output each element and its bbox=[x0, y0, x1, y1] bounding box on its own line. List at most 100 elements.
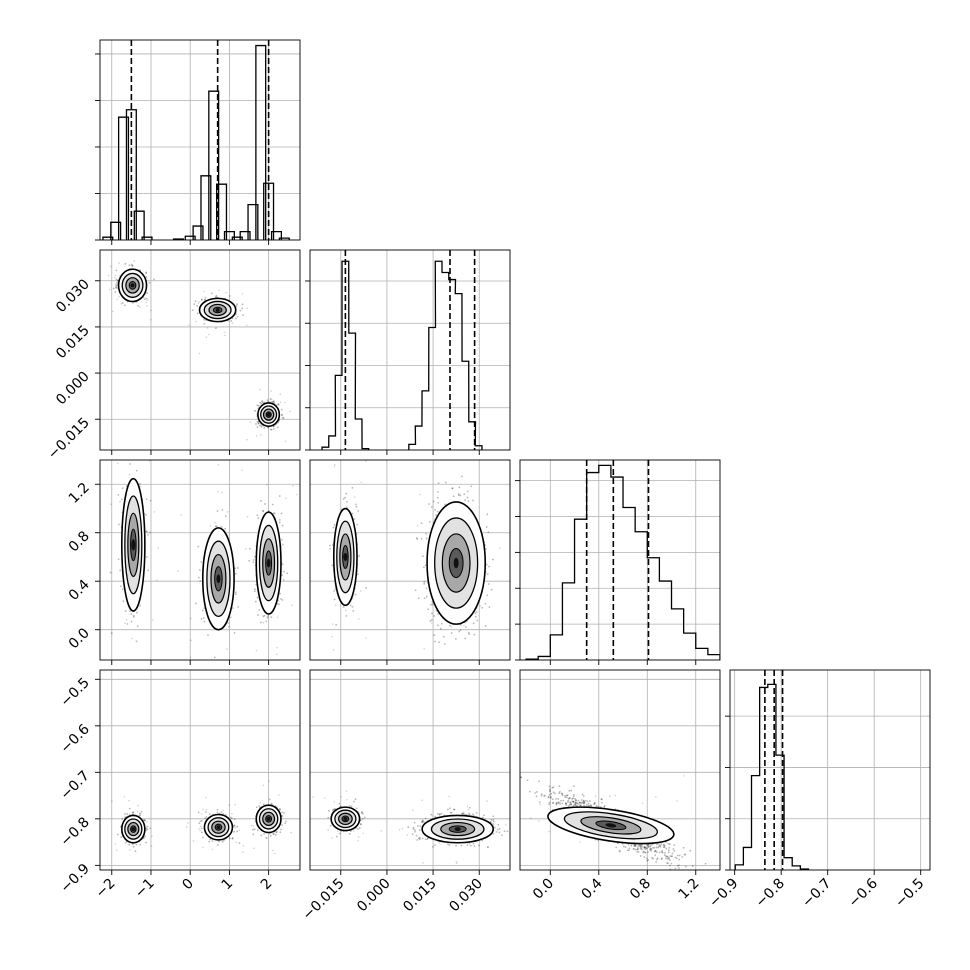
scatter-point bbox=[242, 314, 244, 316]
scatter-point bbox=[211, 840, 214, 843]
scatter-point bbox=[148, 281, 151, 284]
scatter-point bbox=[255, 649, 258, 652]
scatter-point bbox=[199, 569, 201, 571]
scatter-point bbox=[333, 465, 336, 468]
scatter-point bbox=[214, 525, 217, 528]
scatter-point bbox=[143, 819, 146, 821]
scatter-point bbox=[193, 303, 196, 306]
scatter-point bbox=[276, 426, 279, 429]
pair-panel-1-2 bbox=[310, 432, 510, 660]
scatter-point bbox=[464, 637, 467, 640]
scatter-point bbox=[200, 827, 203, 830]
scatter-point bbox=[353, 452, 355, 454]
scatter-point bbox=[487, 531, 490, 534]
scatter-point bbox=[203, 620, 206, 623]
scatter-point bbox=[488, 565, 490, 568]
scatter-point bbox=[236, 315, 239, 318]
scatter-point bbox=[423, 597, 426, 600]
scatter-point bbox=[252, 561, 255, 564]
scatter-point bbox=[131, 264, 134, 267]
scatter-point bbox=[485, 563, 488, 566]
pair-panel-0-2 bbox=[100, 439, 300, 660]
scatter-point bbox=[114, 843, 117, 845]
scatter-point bbox=[451, 487, 454, 490]
scatter-point bbox=[271, 503, 274, 506]
scatter-point bbox=[235, 317, 237, 320]
scatter-point bbox=[236, 303, 238, 306]
scatter-point bbox=[351, 512, 354, 515]
scatter-point bbox=[203, 322, 206, 325]
scatter-point bbox=[428, 520, 431, 523]
scatter-point bbox=[157, 547, 160, 549]
scatter-point bbox=[203, 299, 206, 301]
scatter-point bbox=[118, 262, 120, 264]
scatter-point bbox=[135, 640, 138, 643]
scatter-point bbox=[146, 299, 149, 301]
scatter-point bbox=[416, 538, 419, 540]
scatter-point bbox=[214, 295, 217, 298]
scatter-point bbox=[190, 617, 192, 620]
scatter-point bbox=[281, 538, 283, 541]
scatter-point bbox=[233, 824, 235, 827]
scatter-point bbox=[129, 463, 131, 465]
scatter-point bbox=[432, 500, 435, 503]
scatter-point bbox=[430, 506, 433, 508]
scatter-point bbox=[130, 263, 133, 266]
scatter-point bbox=[205, 808, 208, 811]
scatter-point bbox=[260, 424, 263, 426]
scatter-point bbox=[221, 491, 223, 494]
scatter-point bbox=[415, 537, 418, 539]
scatter-point bbox=[259, 401, 261, 404]
scatter-point bbox=[273, 512, 276, 515]
scatter-point bbox=[256, 421, 259, 423]
scatter-point bbox=[111, 800, 113, 802]
scatter-point bbox=[145, 556, 148, 558]
scatter-point bbox=[185, 826, 188, 828]
scatter-point bbox=[231, 837, 234, 840]
scatter-point bbox=[257, 404, 260, 407]
scatter-point bbox=[121, 588, 124, 591]
scatter-point bbox=[115, 283, 117, 286]
scatter-point bbox=[136, 439, 138, 441]
scatter-point bbox=[484, 544, 487, 546]
scatter-point bbox=[459, 494, 462, 497]
scatter-point bbox=[121, 487, 124, 489]
scatter-point bbox=[202, 836, 204, 839]
scatter-point bbox=[150, 318, 152, 321]
scatter-point bbox=[200, 298, 203, 301]
scatter-point bbox=[458, 486, 461, 489]
scatter-point bbox=[479, 605, 482, 607]
scatter-point bbox=[255, 435, 258, 437]
scatter-point bbox=[286, 572, 289, 575]
scatter-point bbox=[137, 458, 139, 460]
scatter-point bbox=[145, 297, 148, 300]
scatter-point bbox=[115, 849, 118, 852]
scatter-point bbox=[198, 822, 201, 825]
scatter-point bbox=[231, 837, 234, 840]
scatter-point bbox=[128, 264, 131, 267]
scatter-point bbox=[215, 294, 218, 297]
scatter-point bbox=[254, 588, 256, 591]
scatter-point bbox=[358, 554, 361, 557]
scatter-point bbox=[145, 271, 148, 274]
scatter-point bbox=[124, 812, 126, 815]
scatter-point bbox=[468, 633, 471, 636]
scatter-point bbox=[272, 428, 275, 430]
scatter-point bbox=[146, 292, 149, 295]
scatter-point bbox=[488, 606, 491, 608]
scatter-point bbox=[218, 289, 220, 292]
scatter-point bbox=[149, 531, 152, 534]
scatter-point bbox=[226, 648, 228, 650]
scatter-point bbox=[336, 432, 338, 434]
scatter-point bbox=[422, 566, 425, 569]
scatter-point bbox=[291, 604, 293, 607]
scatter-point bbox=[459, 629, 462, 631]
scatter-point bbox=[222, 812, 224, 815]
scatter-point bbox=[119, 500, 121, 503]
scatter-point bbox=[115, 287, 118, 289]
scatter-point bbox=[131, 445, 133, 447]
scatter-point bbox=[430, 619, 433, 621]
scatter-point bbox=[272, 512, 275, 515]
scatter-point bbox=[144, 819, 146, 822]
scatter-point bbox=[277, 403, 280, 406]
